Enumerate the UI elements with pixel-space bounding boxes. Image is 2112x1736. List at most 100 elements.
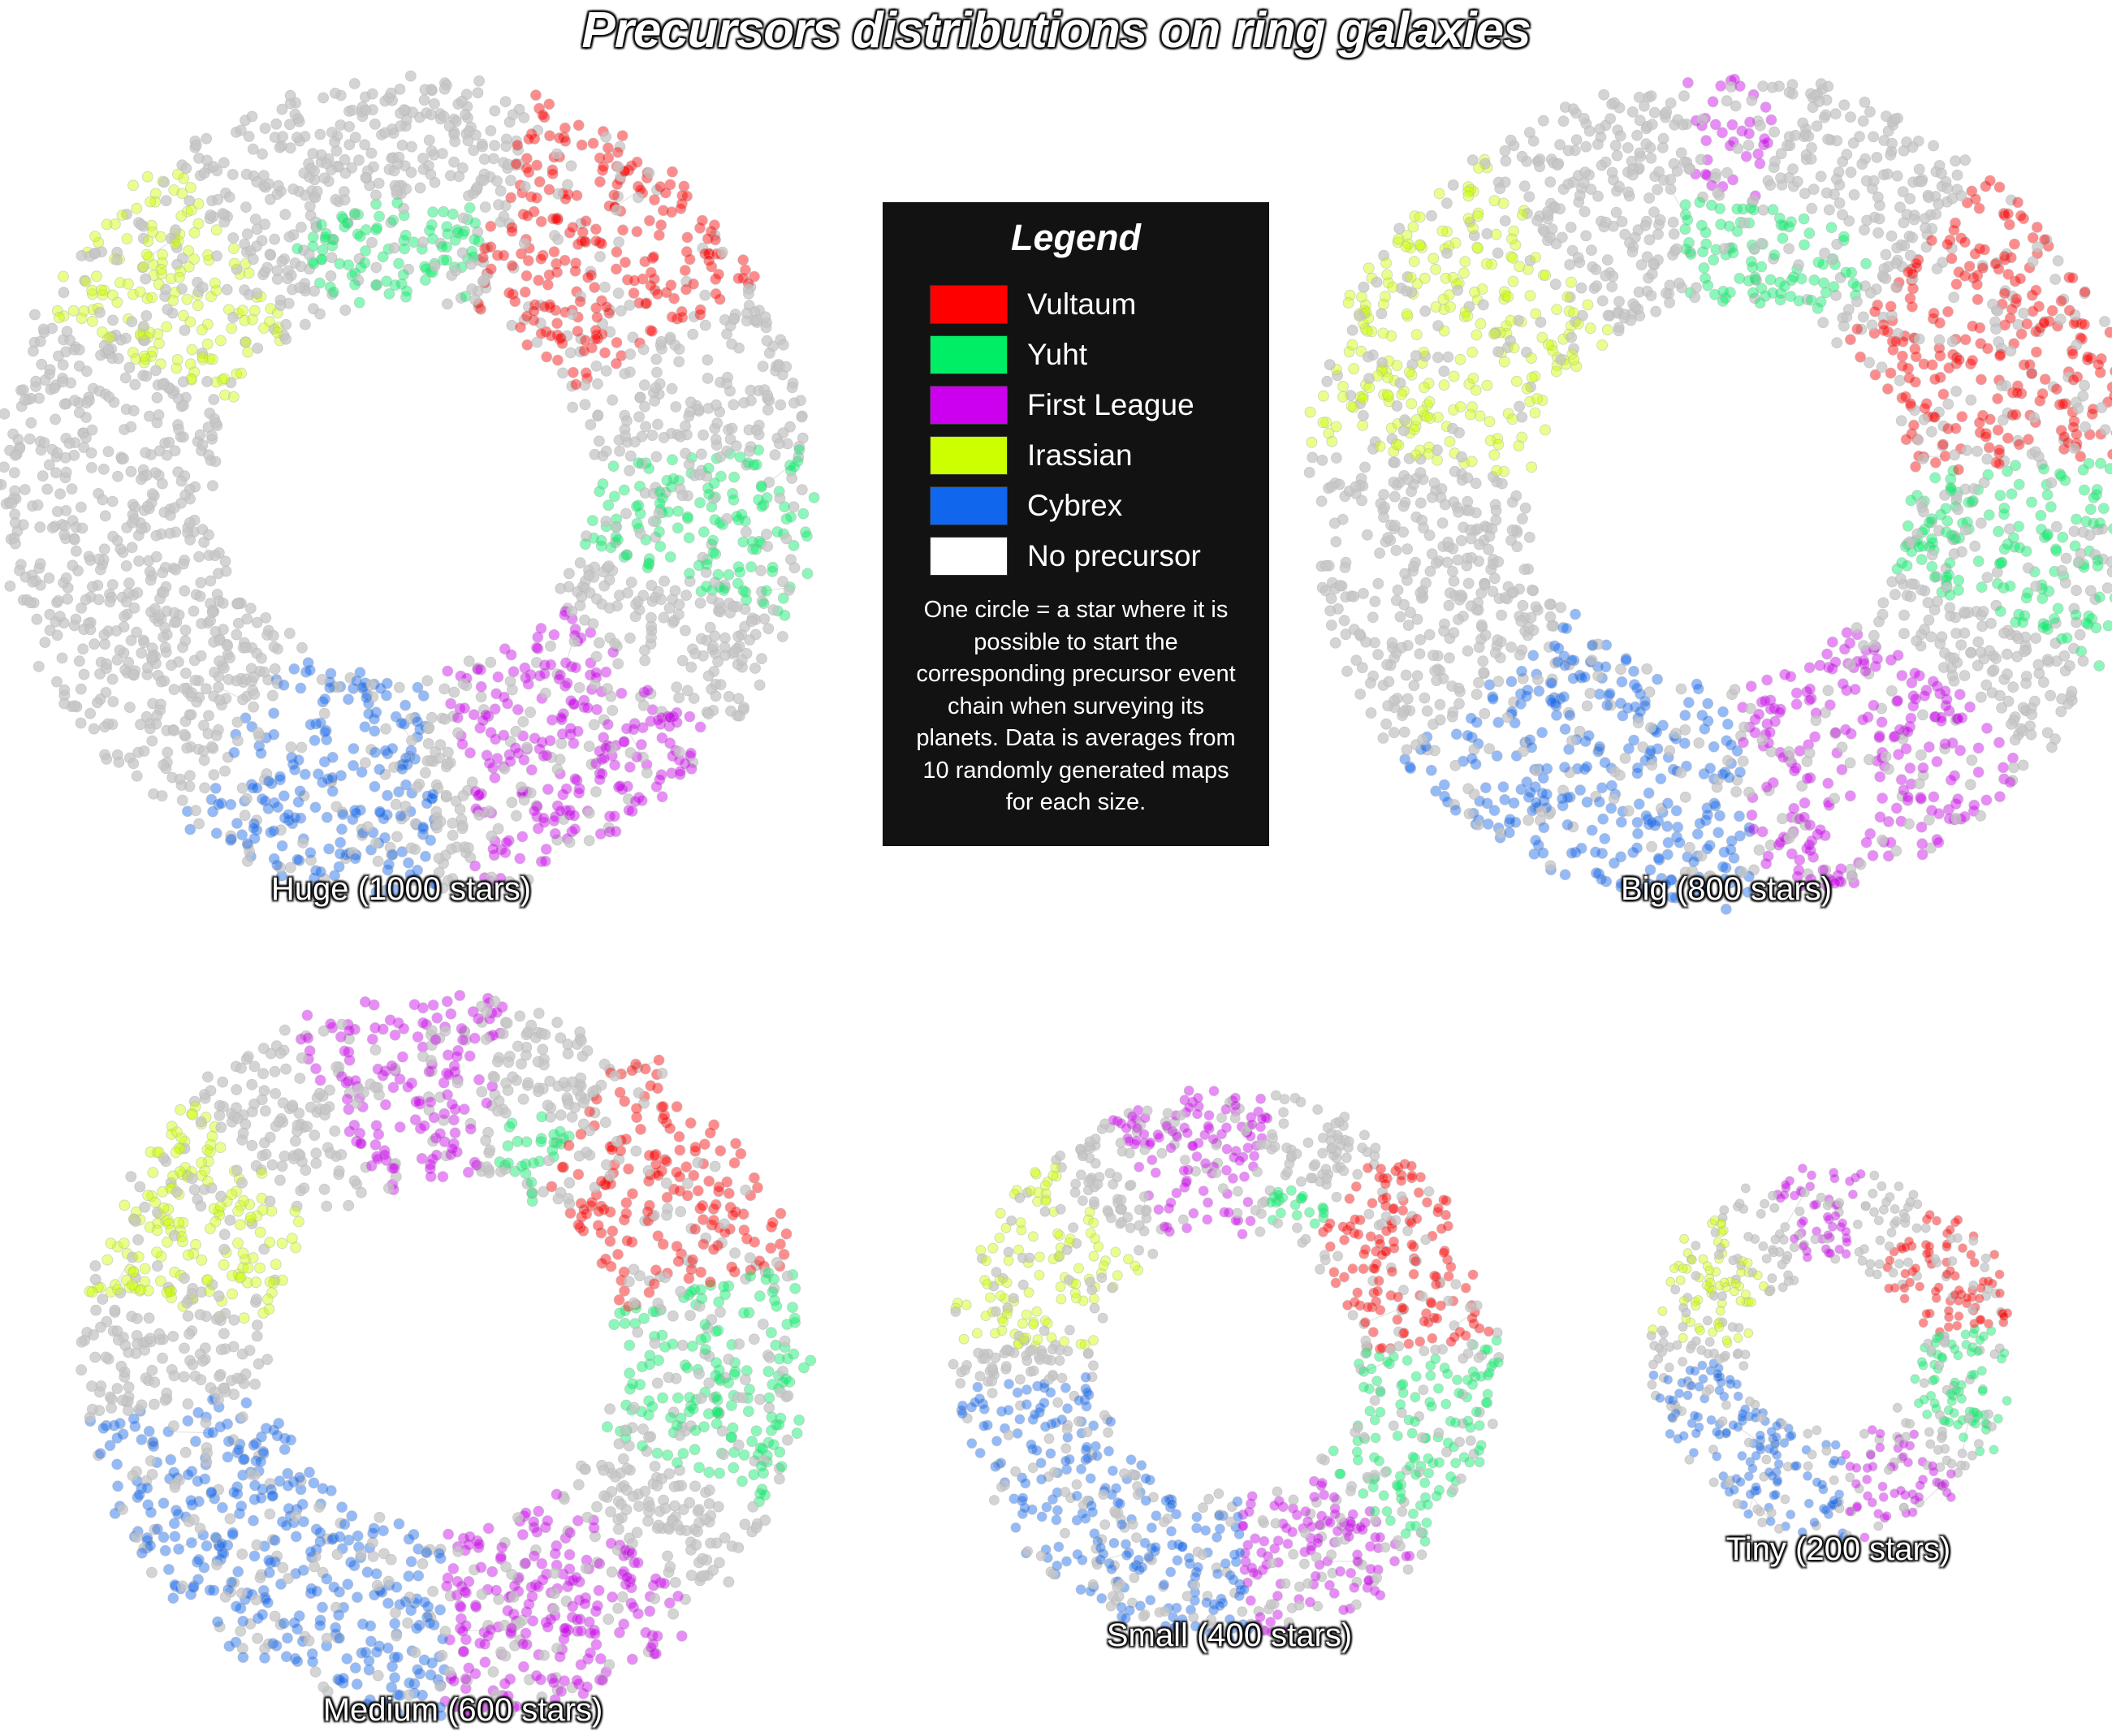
star-dot [447,208,459,220]
star-dot [1662,836,1674,849]
star-dot [153,279,165,291]
star-dot [1566,331,1578,343]
star-dot [468,709,480,721]
star-dot [1517,513,1528,525]
star-dot [2079,318,2090,330]
star-dot [1626,246,1639,258]
star-dot [1405,271,1417,283]
star-dot [1894,374,1906,386]
star-dot [1468,744,1480,755]
star-dot [1980,794,1993,806]
star-dot [2084,585,2097,597]
star-dot [607,394,619,406]
star-dot [1643,787,1655,799]
star-dot [1798,213,1810,225]
star-dot [1426,209,1437,222]
star-dot [1462,213,1475,224]
star-dot [1488,328,1500,340]
star-dot [1882,763,1894,775]
star-dot [609,637,621,650]
star-dot [1981,453,1993,465]
star-dot [122,278,134,290]
star-dot [1814,824,1826,836]
star-dot [370,261,382,274]
star-dot [106,579,119,590]
star-dot [30,375,41,387]
star-dot [206,353,218,365]
star-dot [1665,184,1677,195]
star-dot [1698,261,1710,274]
star-dot [535,215,547,227]
star-dot [398,104,410,116]
star-dot [755,482,767,493]
star-dot [1858,640,1869,651]
star-dot [1696,114,1708,126]
star-dot [456,162,469,174]
star-dot [793,444,805,456]
star-dot [1972,636,1985,648]
star-dot [1841,627,1853,638]
star-dot [1471,241,1484,253]
star-dot [1790,687,1803,699]
star-dot [1993,336,2005,348]
star-dot [543,184,555,196]
star-dot [258,322,270,334]
star-dot [69,395,80,407]
star-dot [2069,540,2081,552]
star-dot [1815,78,1827,89]
star-dot [535,623,547,634]
star-dot [1900,434,1912,446]
star-dot [63,438,76,449]
star-dot [580,367,592,379]
star-dot [1928,791,1940,803]
star-dot [637,343,650,356]
star-dot [1500,155,1512,167]
star-dot [761,529,772,540]
star-dot [1473,162,1484,174]
star-dot [7,428,19,440]
star-dot [283,628,296,639]
star-dot [393,681,405,693]
star-dot [197,281,209,293]
star-dot [114,644,126,656]
star-dot [1905,578,1917,590]
star-dot [1948,548,1960,560]
star-dot [1993,458,2005,469]
star-dot [1527,584,1538,596]
star-dot [1723,771,1735,784]
star-dot [745,561,757,572]
star-dot [285,741,297,753]
star-dot [1967,320,1979,332]
star-dot [425,109,437,121]
star-dot [1955,639,1967,651]
star-dot [1505,134,1517,146]
star-dot [776,631,788,642]
star-dot [162,746,174,758]
star-dot [1898,628,1910,640]
star-dot [1821,648,1833,660]
star-dot [2097,503,2110,514]
star-dot [1915,175,1928,188]
star-dot [568,698,580,710]
star-dot [567,309,578,321]
star-dot [184,770,196,781]
star-dot [50,467,62,479]
star-dot [186,687,198,699]
star-dot [681,190,693,202]
star-dot [612,287,624,300]
star-dot [1968,799,1980,811]
star-dot [178,728,190,741]
star-dot [801,530,813,542]
star-dot [1826,636,1838,648]
star-dot [2039,374,2051,386]
star-dot [1775,172,1786,184]
star-dot [462,135,474,147]
star-dot [1362,325,1373,337]
star-dot [1929,456,1941,469]
star-dot [637,700,650,711]
star-dot [9,449,21,461]
star-dot [2006,303,2018,315]
star-dot [227,232,240,244]
star-dot [278,790,290,802]
star-dot [528,305,540,317]
